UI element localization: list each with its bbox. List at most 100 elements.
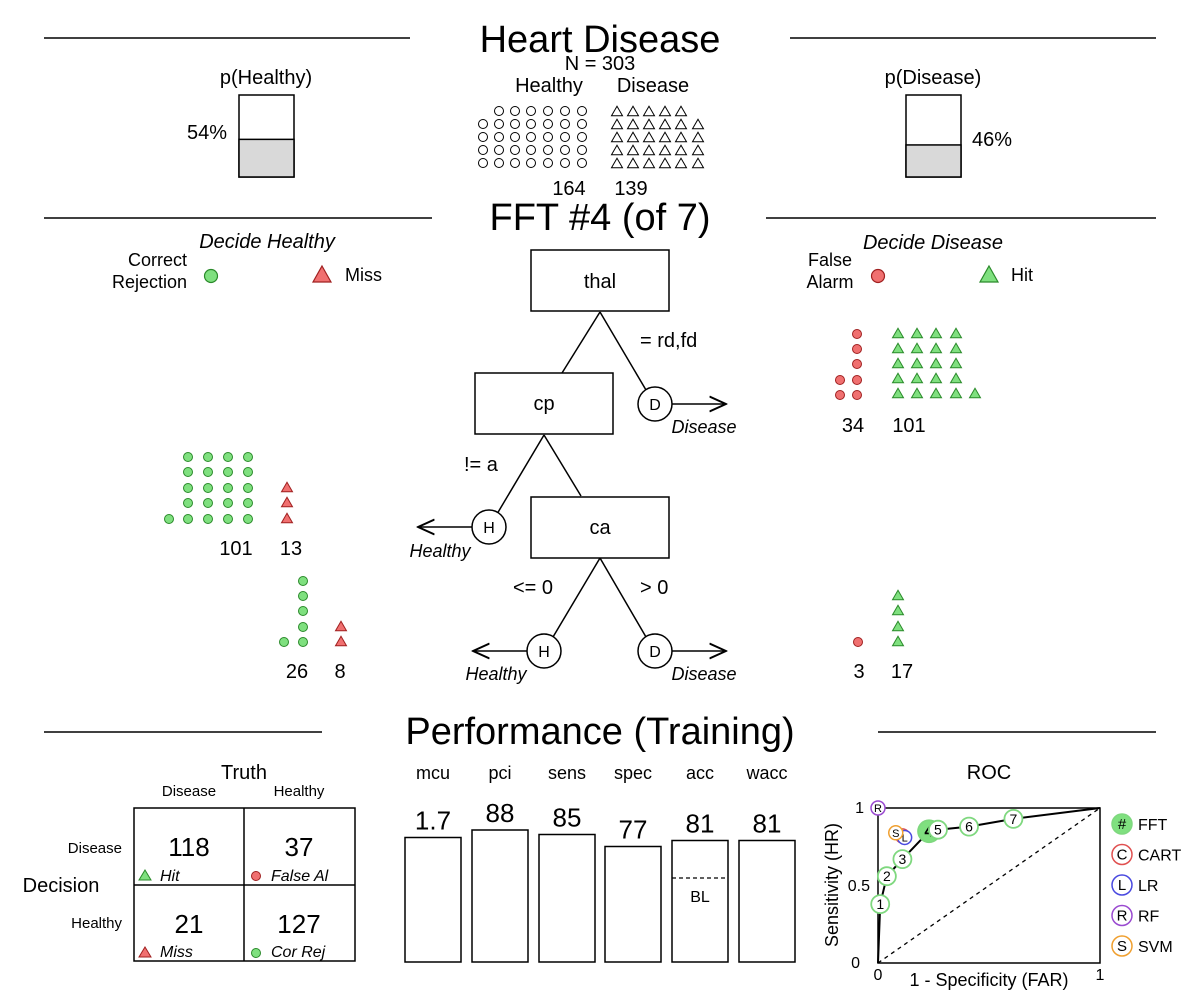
healthy-case-marker <box>560 145 570 155</box>
node-ca-condition-right: > 0 <box>640 577 668 599</box>
healthy-case-marker <box>543 132 553 142</box>
disease-case-marker <box>674 144 688 156</box>
stat-value-mcu: 1.7 <box>415 806 451 836</box>
stat-value-spec: 77 <box>619 815 648 845</box>
healthy-case-marker <box>577 106 587 116</box>
false-alarm-marker <box>835 375 845 385</box>
stat-name-acc: acc <box>686 763 714 783</box>
stat-bar-acc <box>671 839 729 963</box>
stat-value-acc: 81 <box>686 809 715 839</box>
l2-correct-rejection-count: 101 <box>219 538 252 560</box>
miss-marker <box>280 496 294 508</box>
disease-case-marker <box>642 144 656 156</box>
roc-point-label: 2 <box>883 868 891 884</box>
exit-node-h-label: H <box>538 644 550 661</box>
roc-point-label: 3 <box>899 851 907 867</box>
p-disease-fill <box>905 144 962 178</box>
main-title: Heart Disease <box>480 19 721 61</box>
disease-case-marker <box>642 105 656 117</box>
disease-case-marker <box>691 157 705 169</box>
n-label: N = 303 <box>565 53 636 75</box>
roc-point-fft <box>928 819 948 840</box>
p-disease-label: p(Disease) <box>885 67 982 89</box>
p-healthy-value: 54% <box>187 122 227 144</box>
healthy-case-marker <box>577 158 587 168</box>
stat-name-sens: sens <box>548 763 586 783</box>
healthy-case-marker <box>478 119 488 129</box>
roc-title: ROC <box>967 762 1011 784</box>
healthy-case-marker <box>510 106 520 116</box>
confusion-matrix: Truth Disease Healthy Disease Healthy De… <box>23 762 356 962</box>
l1-hit-count: 101 <box>892 415 925 437</box>
healthy-case-marker <box>526 132 536 142</box>
disease-case-marker <box>626 105 640 117</box>
roc-point-fft <box>892 849 913 870</box>
class-label-healthy: Healthy <box>515 75 583 97</box>
false-alarm-icon <box>870 268 886 284</box>
correct-rejection-marker <box>183 514 193 524</box>
tree-edge <box>496 434 545 515</box>
matrix-col-healthy: Healthy <box>274 783 325 800</box>
stat-value-pci: 88 <box>486 798 515 828</box>
hit-marker <box>949 327 963 339</box>
roc-chart: ROC 1 0.5 0 0 1 1 - Specificity (FAR) Se… <box>822 762 1181 990</box>
node-thal-label: thal <box>584 271 616 293</box>
correct-rejection-marker <box>203 452 213 462</box>
correct-rejection-marker <box>183 467 193 477</box>
healthy-case-marker <box>560 158 570 168</box>
disease-case-marker <box>691 144 705 156</box>
roc-legend-label-rf: RF <box>1138 909 1160 926</box>
healthy-case-marker <box>526 145 536 155</box>
disease-case-marker <box>674 105 688 117</box>
roc-legend-marker-cart <box>1111 843 1133 866</box>
hit-marker <box>929 342 943 354</box>
healthy-case-marker <box>526 106 536 116</box>
class-label-disease: Disease <box>617 75 689 97</box>
l2-miss-count: 13 <box>280 538 302 560</box>
exit-node-d-label: D <box>649 644 661 661</box>
stat-value-wacc: 81 <box>753 809 782 839</box>
roc-legend: # FFT C CART L LR R RF S SVM <box>1111 813 1181 957</box>
hit-marker <box>891 327 905 339</box>
tree-edge <box>599 557 647 638</box>
healthy-case-marker <box>494 132 504 142</box>
legend-false-alarm-line2: Alarm <box>806 272 853 292</box>
disease-case-marker <box>610 105 624 117</box>
roc-x-tick-0: 0 <box>874 967 883 984</box>
stat-name-pci: pci <box>488 763 511 783</box>
correct-rejection-marker <box>203 514 213 524</box>
correct-rejection-marker <box>298 576 308 586</box>
exit-node-healthy <box>526 633 562 669</box>
l3-miss-count: 8 <box>334 661 345 683</box>
legend-miss: Miss <box>345 265 382 285</box>
roc-legend-symbol: L <box>1118 877 1126 894</box>
cell-hit-value: 118 <box>168 832 209 862</box>
disease-case-marker <box>610 118 624 130</box>
cell-miss-value: 21 <box>175 909 204 939</box>
roc-legend-marker-lr <box>1111 874 1133 896</box>
stat-bar-spec <box>604 845 662 963</box>
truth-label: Truth <box>221 762 267 784</box>
exit-disease-label: Disease <box>671 664 736 684</box>
hit-marker <box>891 342 905 354</box>
cell-false-alarm-value: 37 <box>285 832 314 862</box>
node-cp-condition: != a <box>464 454 499 476</box>
stat-name-wacc: wacc <box>745 763 787 783</box>
miss-marker <box>280 481 294 493</box>
false-alarm-marker <box>853 637 863 647</box>
hit-marker <box>910 372 924 384</box>
disease-case-marker <box>674 157 688 169</box>
healthy-case-marker <box>510 158 520 168</box>
roc-point-fft <box>1003 808 1024 829</box>
exit-disease-label: Disease <box>671 417 736 437</box>
correct-rejection-marker <box>298 622 308 632</box>
hit-marker <box>891 589 905 601</box>
stat-bars: mcu 1.7 pci 88 sens 85 spec 77 acc 81 BL wacc 81 <box>404 763 796 963</box>
roc-point-label: S <box>892 828 899 840</box>
node-cp <box>474 372 614 435</box>
roc-point-fft <box>870 894 891 914</box>
false-alarm-marker <box>852 344 862 354</box>
cell-correct-rejection-label: Cor Rej <box>271 944 326 961</box>
p-disease-value: 46% <box>972 129 1012 151</box>
